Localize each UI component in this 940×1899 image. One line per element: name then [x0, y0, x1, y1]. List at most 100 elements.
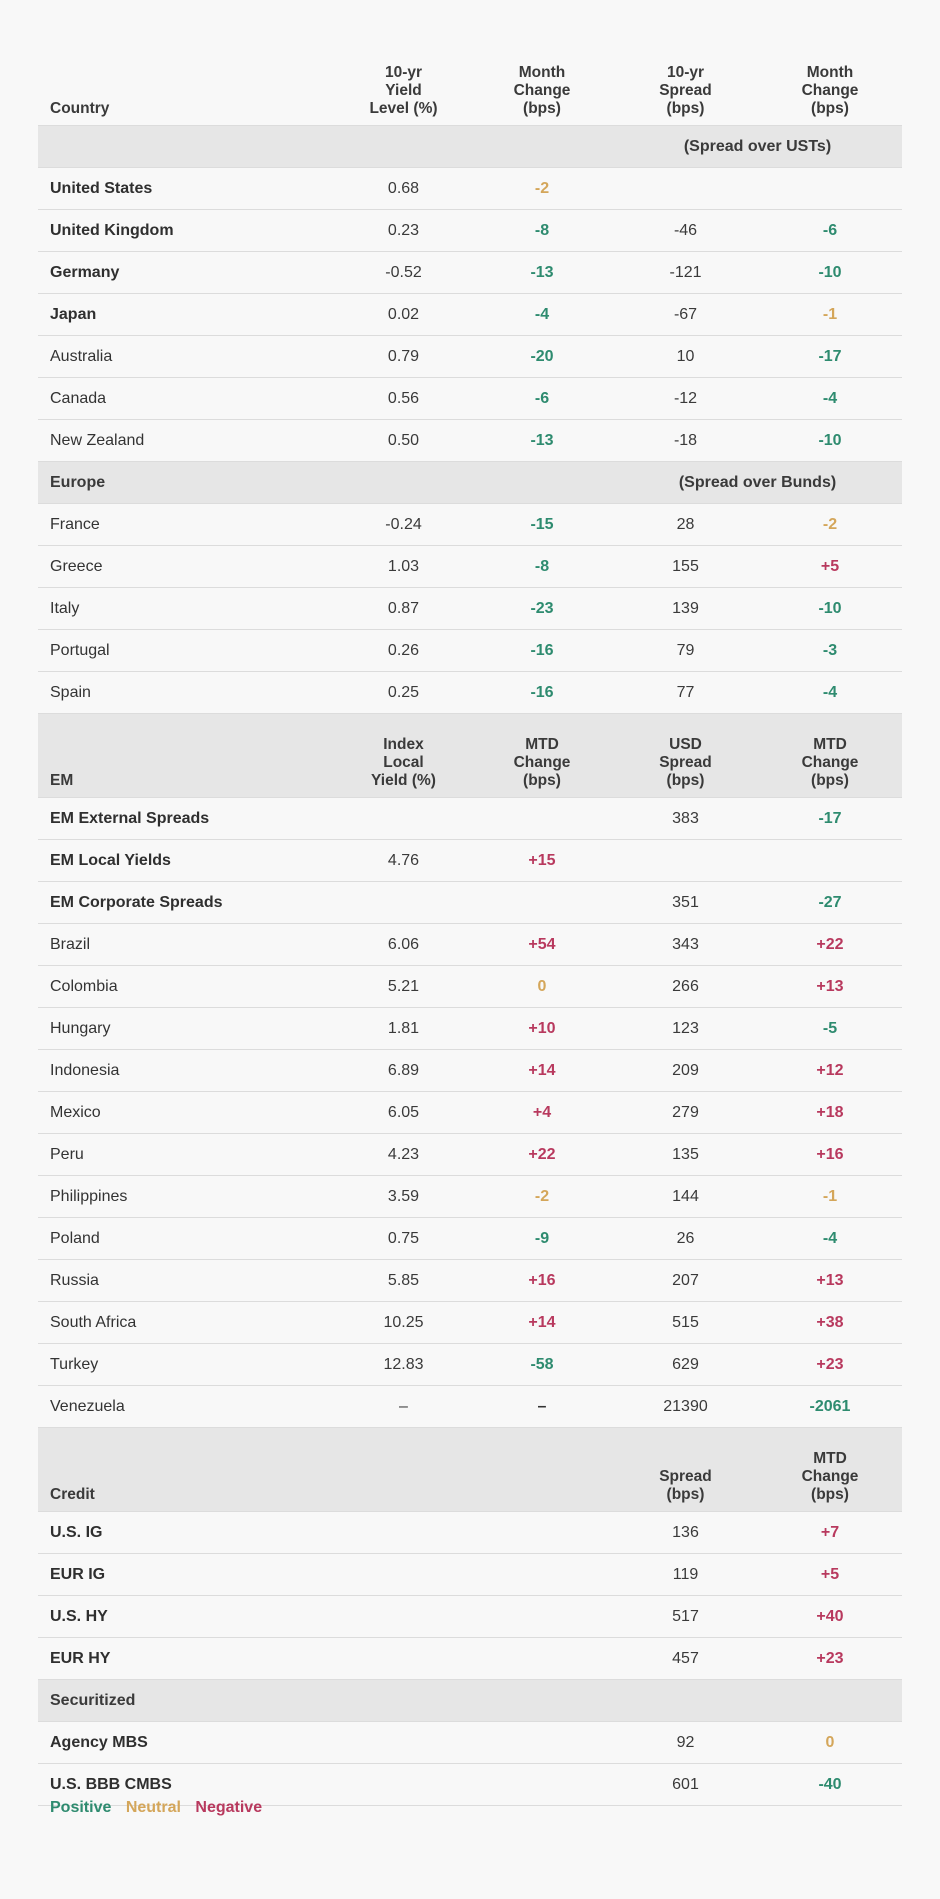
yield-value: [336, 797, 471, 840]
header-yield-level: 10-yr Yield Level (%): [336, 42, 471, 126]
yield-change: +4: [471, 1091, 613, 1134]
spread-change: -40: [758, 1763, 902, 1806]
header-spread-change: Month Change (bps): [758, 42, 902, 126]
header-mtd-spread-change: MTD Change (bps): [758, 713, 902, 798]
yield-change: -4: [471, 293, 613, 336]
table-row: Australia 0.79 -20 10 -17: [38, 335, 902, 378]
spread-value: 144: [613, 1175, 758, 1218]
yield-value: 0.25: [336, 671, 471, 714]
row-label: Brazil: [38, 923, 336, 966]
spread-value: 79: [613, 629, 758, 672]
header-index-local-yield: Index Local Yield (%): [336, 713, 471, 798]
table-row: U.S. BBB CMBS 601 -40: [38, 1763, 902, 1806]
table-row: Philippines 3.59 -2 144 -1: [38, 1175, 902, 1218]
row-label: United Kingdom: [38, 209, 336, 252]
empty-cell: [471, 1637, 613, 1680]
header-mtd-change: MTD Change (bps): [471, 713, 613, 798]
spread-value: 343: [613, 923, 758, 966]
row-label: Indonesia: [38, 1049, 336, 1092]
header-credit: Credit: [38, 1427, 336, 1512]
spread-change: -27: [758, 881, 902, 924]
table-row: New Zealand 0.50 -13 -18 -10: [38, 419, 902, 462]
table-row: Japan 0.02 -4 -67 -1: [38, 293, 902, 336]
yield-change: +15: [471, 839, 613, 882]
yield-value: 12.83: [336, 1343, 471, 1386]
spread-change: +23: [758, 1343, 902, 1386]
empty-cell: [471, 1763, 613, 1806]
spread-change: -2061: [758, 1385, 902, 1428]
table-row: Mexico 6.05 +4 279 +18: [38, 1091, 902, 1134]
spread-change: +13: [758, 965, 902, 1008]
yield-value: 0.56: [336, 377, 471, 420]
yield-change: -9: [471, 1217, 613, 1260]
row-label: Japan: [38, 293, 336, 336]
header-usd-spread: USD Spread (bps): [613, 713, 758, 798]
spread-value: 515: [613, 1301, 758, 1344]
securitized-group: Agency MBS 92 0 U.S. BBB CMBS 601 -40: [38, 1721, 902, 1806]
yield-change: +14: [471, 1049, 613, 1092]
row-label: Italy: [38, 587, 336, 630]
header-yield-change: Month Change (bps): [471, 42, 613, 126]
spread-value: 92: [613, 1721, 758, 1764]
row-label: EM Corporate Spreads: [38, 881, 336, 924]
legend-negative: Negative: [195, 1799, 263, 1816]
spread-value: 123: [613, 1007, 758, 1050]
table-row: Germany -0.52 -13 -121 -10: [38, 251, 902, 294]
yield-value: 0.23: [336, 209, 471, 252]
spread-value: 21390: [613, 1385, 758, 1428]
yield-change: -6: [471, 377, 613, 420]
yield-value: –: [336, 1385, 471, 1428]
empty-cell: [471, 1553, 613, 1596]
spread-value: 383: [613, 797, 758, 840]
spread-value: 155: [613, 545, 758, 588]
table-row: EM External Spreads 383 -17: [38, 797, 902, 840]
spread-value: 28: [613, 503, 758, 546]
table-row: United Kingdom 0.23 -8 -46 -6: [38, 209, 902, 252]
table-row: Spain 0.25 -16 77 -4: [38, 671, 902, 714]
yield-value: -0.24: [336, 503, 471, 546]
row-label: Hungary: [38, 1007, 336, 1050]
spread-value: 139: [613, 587, 758, 630]
spread-value: -121: [613, 251, 758, 294]
yield-value: 0.50: [336, 419, 471, 462]
row-label: Russia: [38, 1259, 336, 1302]
yield-value: 5.21: [336, 965, 471, 1008]
credit-group: U.S. IG 136 +7 EUR IG 119 +5 U.S. HY 517 +40 EUR …: [38, 1511, 902, 1680]
spread-change: -4: [758, 377, 902, 420]
spread-change: -17: [758, 335, 902, 378]
spread-change: -10: [758, 587, 902, 630]
spread-change: -5: [758, 1007, 902, 1050]
row-label: Colombia: [38, 965, 336, 1008]
yield-value: 1.81: [336, 1007, 471, 1050]
section-row-europe: Europe (Spread over Bunds): [38, 461, 902, 504]
table-row: Hungary 1.81 +10 123 -5: [38, 1007, 902, 1050]
table-row: Poland 0.75 -9 26 -4: [38, 1217, 902, 1260]
spread-value: 26: [613, 1217, 758, 1260]
yield-value: 6.06: [336, 923, 471, 966]
spread-change: +16: [758, 1133, 902, 1176]
spread-value: -46: [613, 209, 758, 252]
spread-change: -1: [758, 1175, 902, 1218]
yield-value: 5.85: [336, 1259, 471, 1302]
spread-value: 136: [613, 1511, 758, 1554]
table-row: South Africa 10.25 +14 515 +38: [38, 1301, 902, 1344]
section-row-usts: (Spread over USTs): [38, 125, 902, 168]
spread-change: +7: [758, 1511, 902, 1554]
fixed-income-table: Country 10-yr Yield Level (%) Month Chan…: [38, 42, 902, 1806]
table-row: France -0.24 -15 28 -2: [38, 503, 902, 546]
row-label: Portugal: [38, 629, 336, 672]
table-row: Portugal 0.26 -16 79 -3: [38, 629, 902, 672]
table-row: Italy 0.87 -23 139 -10: [38, 587, 902, 630]
row-label: Greece: [38, 545, 336, 588]
yield-value: 10.25: [336, 1301, 471, 1344]
row-label: Poland: [38, 1217, 336, 1260]
legend-neutral: Neutral: [125, 1799, 181, 1816]
spread-change: +38: [758, 1301, 902, 1344]
row-label: South Africa: [38, 1301, 336, 1344]
em-header-row: EM Index Local Yield (%) MTD Change (bps…: [38, 713, 902, 798]
yield-value: 0.02: [336, 293, 471, 336]
spread-value: 10: [613, 335, 758, 378]
empty-cell: [336, 1595, 471, 1638]
row-label: Spain: [38, 671, 336, 714]
